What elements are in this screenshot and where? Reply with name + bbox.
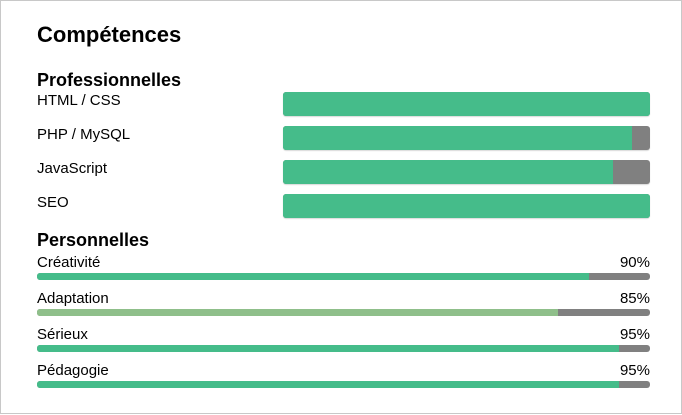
skill-row-html-css: HTML / CSS — [1, 92, 681, 118]
skill-percent: 90% — [619, 254, 650, 271]
skill-row-serieux: Sérieux 95% — [1, 326, 681, 356]
skill-bar — [37, 381, 650, 388]
skill-bar-fill — [283, 194, 650, 218]
skill-row-javascript: JavaScript — [1, 160, 681, 186]
skill-label: SEO — [37, 194, 69, 211]
skill-percent: 85% — [619, 290, 650, 307]
skill-bar — [283, 126, 650, 150]
personal-skills-heading: Personnelles — [37, 230, 150, 250]
skill-bar-fill — [37, 273, 589, 280]
skill-bar — [283, 92, 650, 116]
skill-row-creativite: Créativité 90% — [1, 254, 681, 284]
skill-percent: 95% — [619, 326, 650, 343]
skill-label: HTML / CSS — [37, 92, 121, 109]
skill-row-pedagogie: Pédagogie 95% — [1, 362, 681, 392]
skill-row-seo: SEO — [1, 194, 681, 220]
skill-label: Créativité — [37, 254, 101, 271]
skill-label: JavaScript — [37, 160, 108, 177]
skill-label: Sérieux — [37, 326, 88, 343]
skill-bar-fill — [37, 309, 559, 316]
skill-bar — [37, 273, 650, 280]
professional-skills-heading: Professionnelles — [37, 70, 182, 90]
skill-bar-fill — [37, 381, 620, 388]
skill-bar-fill — [283, 92, 650, 116]
skill-bar — [283, 194, 650, 218]
skill-label: Adaptation — [37, 290, 109, 307]
skill-label: Pédagogie — [37, 362, 109, 379]
skill-row-php-mysql: PHP / MySQL — [1, 126, 681, 152]
skill-bar-fill — [283, 126, 632, 150]
skill-bar — [37, 309, 650, 316]
skill-percent: 95% — [619, 362, 650, 379]
skill-bar — [283, 160, 650, 184]
skill-bar-fill — [37, 345, 620, 352]
skill-row-adaptation: Adaptation 85% — [1, 290, 681, 320]
skill-bar-fill — [283, 160, 614, 184]
page-title: Compétences — [37, 22, 182, 47]
skill-bar — [37, 345, 650, 352]
skill-label: PHP / MySQL — [37, 126, 131, 143]
